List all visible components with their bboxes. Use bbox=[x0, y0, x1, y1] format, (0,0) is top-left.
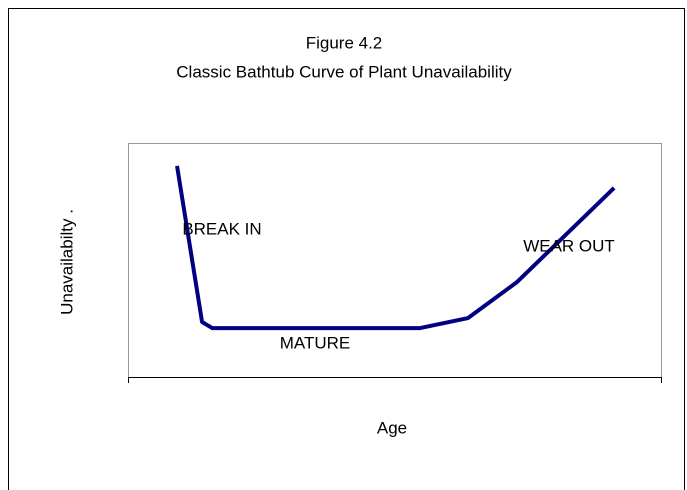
chart-title: Figure 4.2 bbox=[306, 33, 383, 52]
chart-subtitle: Classic Bathtub Curve of Plant Unavailab… bbox=[176, 62, 512, 81]
y-axis-label: Unavailabilty . bbox=[57, 209, 76, 315]
annotation: MATURE bbox=[280, 333, 351, 352]
annotation: WEAR OUT bbox=[523, 236, 615, 255]
annotation: BREAK IN bbox=[182, 219, 261, 238]
x-axis-label: Age bbox=[377, 418, 407, 437]
plot-area bbox=[128, 143, 662, 378]
line-series bbox=[175, 165, 616, 331]
